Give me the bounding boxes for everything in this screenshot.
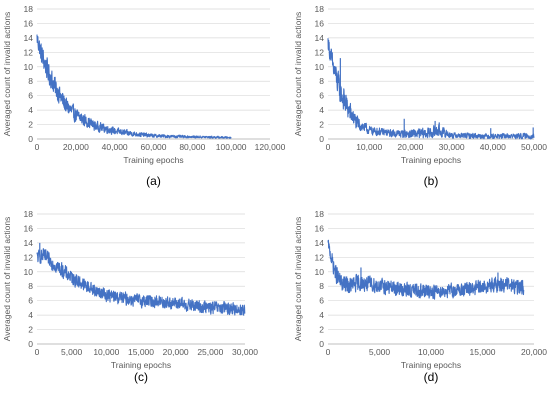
y-tick-label: 2: [28, 120, 33, 130]
y-tick-label: 14: [24, 238, 34, 248]
chart-panel-b: 0 2 4 6 8 10 12 14 16 18 0 10,000 20,000 30,000 40,000…: [293, 4, 547, 188]
x-tick-label: 100,000: [216, 142, 247, 152]
y-tick-label: 10: [315, 62, 325, 72]
chart-panel-c: 0 2 4 6 8 10 12 14 16 18 0 5,000 10,000 15,000 20,000 2…: [2, 209, 258, 384]
y-axis-title: Averaged count of invalid actions: [293, 12, 303, 137]
y-axis-title: Averaged count of invalid actions: [2, 217, 12, 342]
y-tick-label: 16: [24, 18, 34, 28]
y-tick-label: 6: [319, 296, 324, 306]
y-tick-label: 18: [24, 209, 34, 219]
x-tick-label: 40,000: [102, 142, 128, 152]
x-tick-label: 20,000: [521, 347, 547, 357]
y-tick-label: 6: [28, 91, 33, 101]
x-tick-label: 30,000: [232, 347, 258, 357]
y-tick-label: 10: [24, 62, 34, 72]
y-tick-label: 8: [319, 76, 324, 86]
x-tick-label: 5,000: [61, 347, 83, 357]
x-tick-label: 120,000: [255, 142, 286, 152]
y-tick-label: 4: [28, 105, 33, 115]
x-axis-title: Training epochs: [401, 155, 461, 165]
y-tick-label: 8: [28, 281, 33, 291]
x-tick-label: 10,000: [93, 347, 119, 357]
y-tick-label: 4: [28, 310, 33, 320]
series-line: [36, 248, 246, 316]
y-tick-label: 6: [319, 91, 324, 101]
y-tick-label: 0: [319, 339, 324, 349]
x-tick-label: 10,000: [356, 142, 382, 152]
x-axis-title: Training epochs: [401, 360, 461, 370]
y-tick-label: 12: [24, 47, 34, 57]
y-tick-label: 12: [315, 252, 325, 262]
panel-label: (a): [146, 174, 161, 188]
y-tick-label: 0: [319, 134, 324, 144]
panel-label: (d): [424, 370, 439, 384]
y-tick-label: 18: [315, 209, 325, 219]
x-tick-label: 50,000: [521, 142, 547, 152]
y-tick-label: 16: [315, 18, 325, 28]
chart-panel-d: 0 2 4 6 8 10 12 14 16 18 0 5,000 10,000 15,000 20,000 T…: [293, 209, 547, 384]
x-tick-label: 20,000: [163, 347, 189, 357]
y-tick-label: 18: [24, 4, 34, 14]
x-tick-label: 0: [326, 347, 331, 357]
y-tick-label: 2: [28, 325, 33, 335]
y-tick-label: 16: [315, 223, 325, 233]
y-axis-title: Averaged count of invalid actions: [2, 12, 12, 137]
x-tick-label: 10,000: [418, 347, 444, 357]
y-tick-label: 18: [315, 4, 325, 14]
y-axis-title: Averaged count of invalid actions: [293, 217, 303, 342]
series-line: [327, 239, 525, 300]
y-tick-label: 8: [319, 281, 324, 291]
y-tick-label: 4: [319, 105, 324, 115]
x-tick-label: 0: [326, 142, 331, 152]
x-tick-label: 15,000: [470, 347, 496, 357]
y-tick-label: 10: [24, 267, 34, 277]
y-tick-label: 0: [28, 134, 33, 144]
x-tick-label: 20,000: [63, 142, 89, 152]
panel-label: (c): [134, 370, 148, 384]
x-tick-label: 5,000: [369, 347, 391, 357]
panel-label: (b): [424, 174, 439, 188]
x-tick-label: 15,000: [128, 347, 154, 357]
x-tick-label: 30,000: [439, 142, 465, 152]
x-axis-title: Training epochs: [111, 360, 171, 370]
x-tick-label: 0: [35, 347, 40, 357]
y-tick-label: 10: [315, 267, 325, 277]
x-axis-title: Training epochs: [123, 155, 183, 165]
series-line: [36, 34, 232, 139]
y-tick-label: 2: [319, 325, 324, 335]
y-tick-label: 14: [315, 238, 325, 248]
y-tick-label: 6: [28, 296, 33, 306]
x-tick-label: 40,000: [480, 142, 506, 152]
y-tick-label: 8: [28, 76, 33, 86]
y-tick-label: 12: [315, 47, 325, 57]
x-tick-label: 80,000: [179, 142, 205, 152]
series-line: [327, 38, 535, 140]
x-tick-label: 0: [35, 142, 40, 152]
y-tick-label: 0: [28, 339, 33, 349]
x-tick-label: 20,000: [397, 142, 423, 152]
y-tick-label: 14: [24, 33, 34, 43]
y-tick-label: 4: [319, 310, 324, 320]
chart-panel-a: 0 2 4 6 8 10 12 14 16 18 0 20,000 40,000 60,000 80,000…: [2, 4, 286, 188]
x-tick-label: 25,000: [197, 347, 223, 357]
y-tick-label: 12: [24, 252, 34, 262]
y-tick-label: 2: [319, 120, 324, 130]
x-tick-label: 60,000: [141, 142, 167, 152]
y-tick-label: 16: [24, 223, 34, 233]
y-tick-label: 14: [315, 33, 325, 43]
